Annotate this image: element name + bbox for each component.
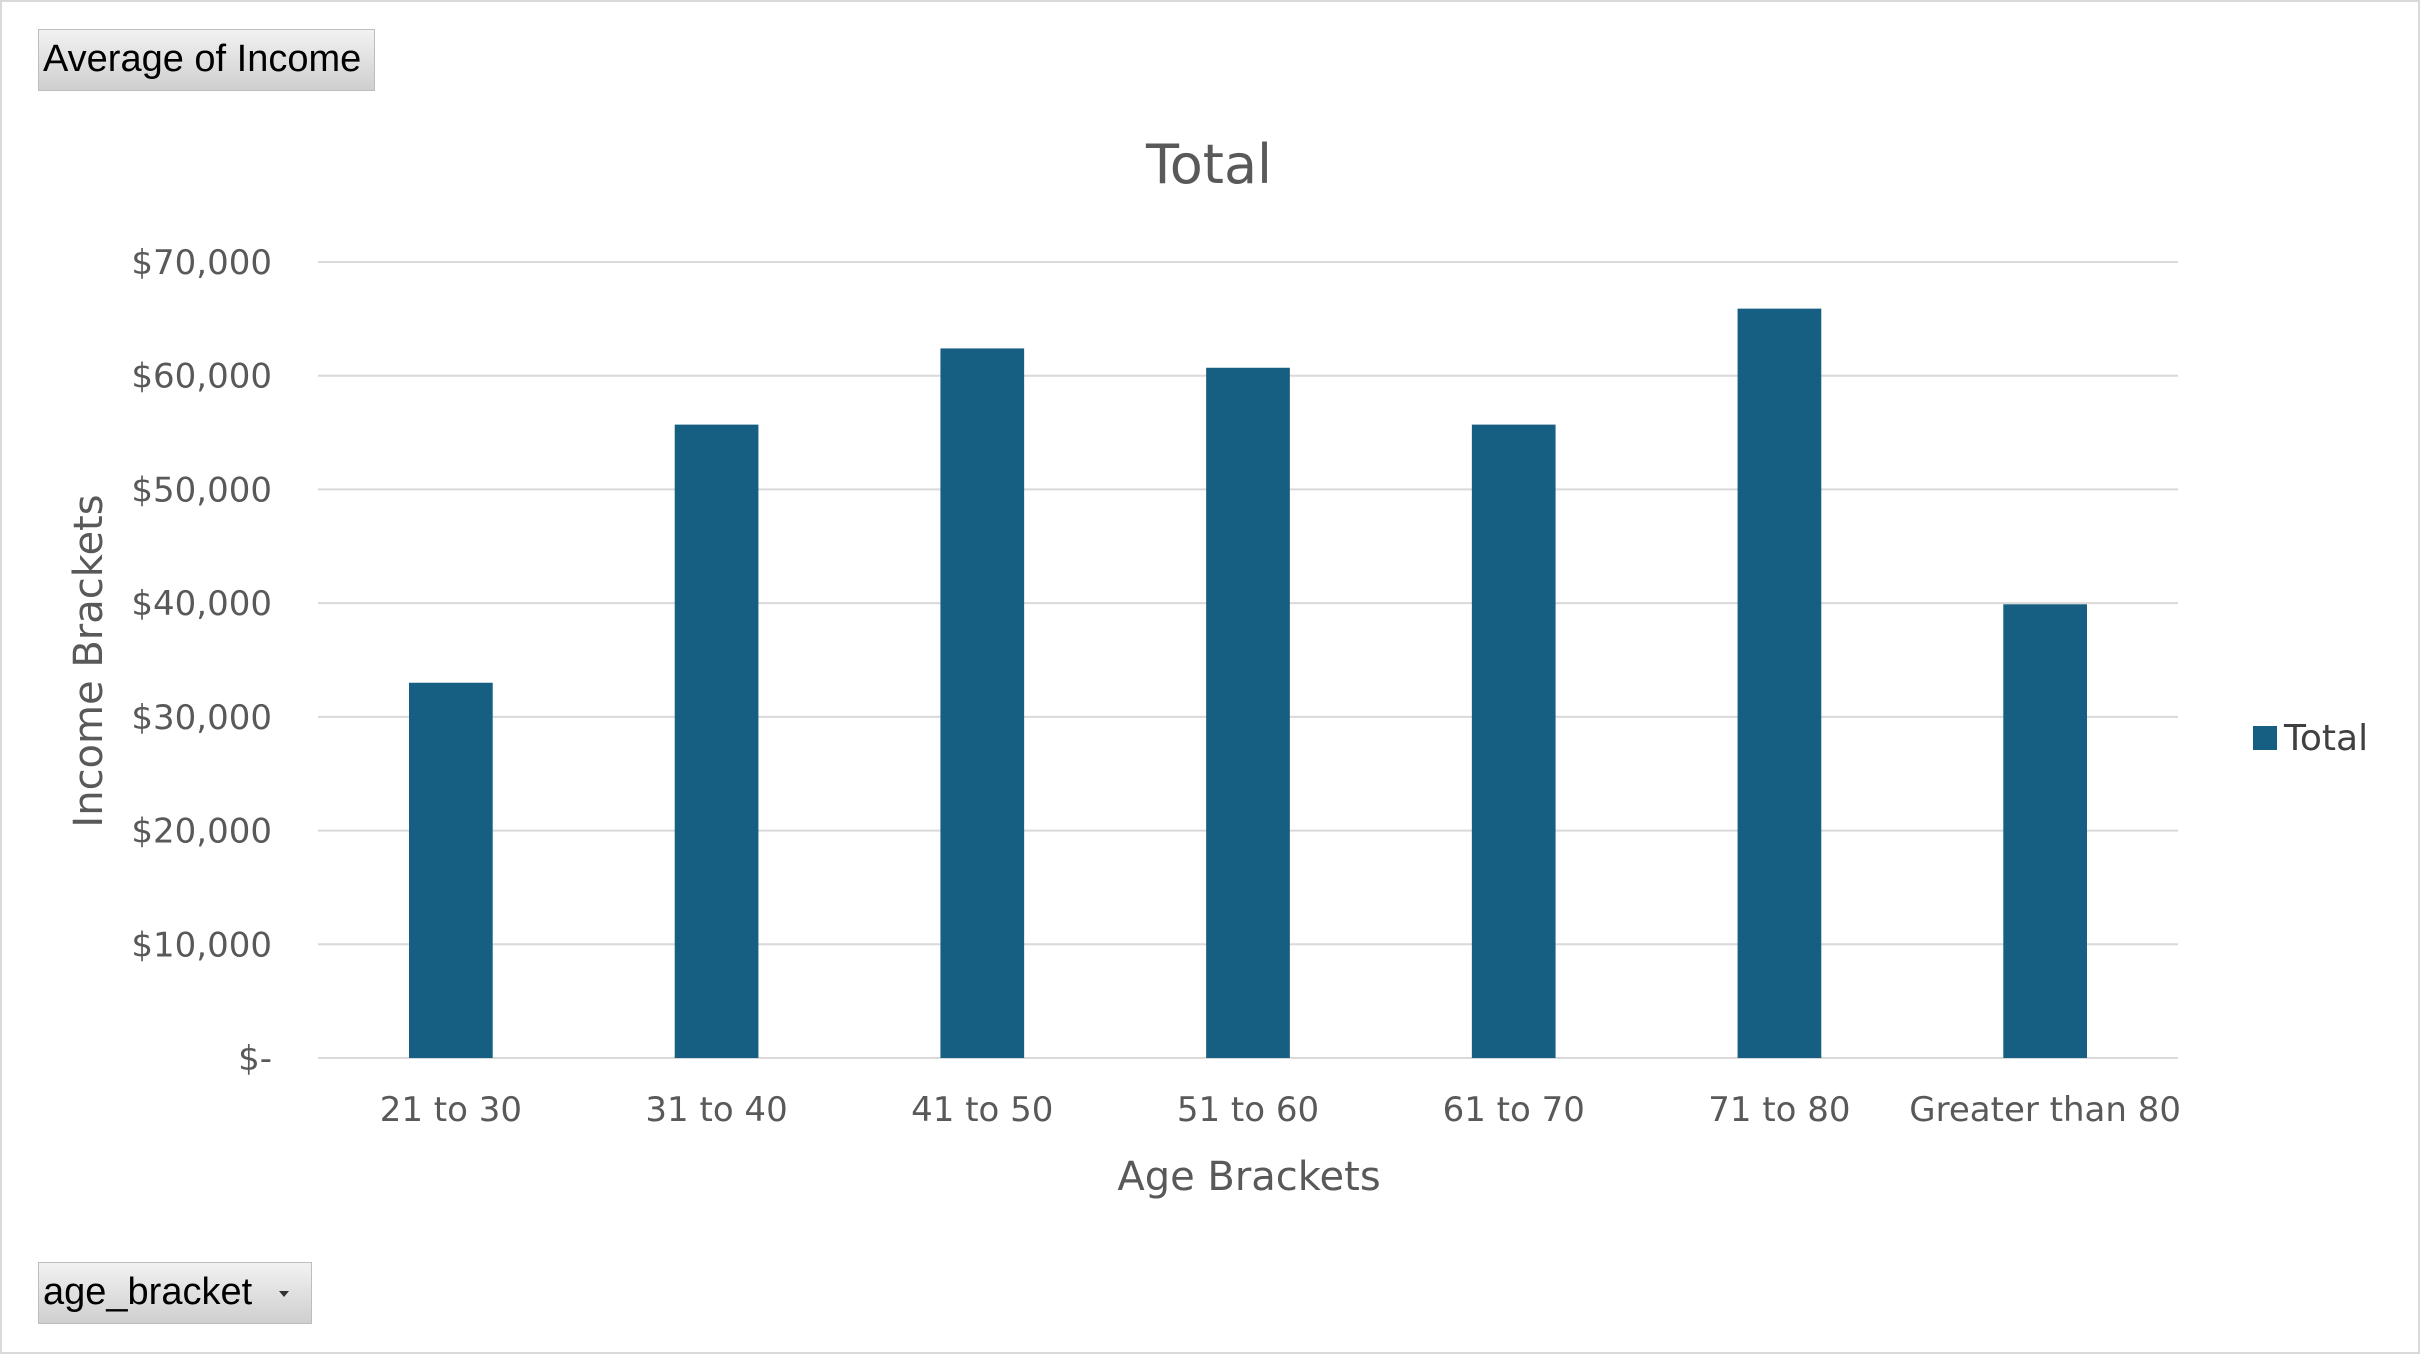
y-axis-tick-labels: $- $10,000 $20,000 $30,000 $40,000 $50,000 $60… — [131, 243, 272, 1079]
y-tick-label: $40,000 — [131, 584, 272, 624]
legend: Total — [2253, 718, 2368, 759]
bar-31-to-40[interactable] — [674, 424, 759, 1058]
y-tick-label: $20,000 — [131, 812, 272, 852]
x-tick-label: 31 to 40 — [645, 1090, 787, 1130]
bar-71-to-80[interactable] — [1737, 308, 1822, 1058]
value-field-button[interactable]: Average of Income — [38, 29, 375, 91]
x-tick-label: 41 to 50 — [911, 1090, 1053, 1130]
x-axis-title: Age Brackets — [1117, 1154, 1380, 1200]
value-field-label: Average of Income — [43, 38, 362, 80]
x-tick-label: 21 to 30 — [380, 1090, 522, 1130]
x-tick-label: Greater than 80 — [1909, 1090, 2181, 1130]
x-tick-label: 61 to 70 — [1443, 1090, 1585, 1130]
x-tick-label: 71 to 80 — [1708, 1090, 1850, 1130]
x-axis-tick-labels: 21 to 30 31 to 40 41 to 50 51 to 60 61 to 70… — [380, 1090, 2181, 1130]
y-tick-label: $30,000 — [131, 698, 272, 738]
legend-label: Total — [2283, 718, 2368, 759]
x-tick-label: 51 to 60 — [1177, 1090, 1319, 1130]
bar-greater-than-80[interactable] — [2003, 604, 2087, 1058]
bar-51-to-60[interactable] — [1206, 367, 1290, 1058]
axis-field-button[interactable]: age_bracket — [38, 1262, 312, 1324]
bar-41-to-50[interactable] — [940, 348, 1025, 1058]
y-tick-label: $60,000 — [131, 357, 272, 397]
axis-field-label: age_bracket — [43, 1271, 253, 1313]
bar-61-to-70[interactable] — [1471, 424, 1556, 1058]
chevron-down-icon[interactable] — [279, 1291, 289, 1297]
y-axis-title: Income Brackets — [66, 494, 112, 827]
y-tick-label: $10,000 — [131, 925, 272, 965]
legend-swatch — [2253, 726, 2277, 750]
y-tick-label: $- — [238, 1039, 272, 1079]
y-tick-label: $70,000 — [131, 243, 272, 283]
bars — [409, 308, 2087, 1058]
bar-21-to-30[interactable] — [409, 682, 493, 1058]
chart-title: Total — [1145, 133, 1272, 196]
y-tick-label: $50,000 — [131, 470, 272, 510]
